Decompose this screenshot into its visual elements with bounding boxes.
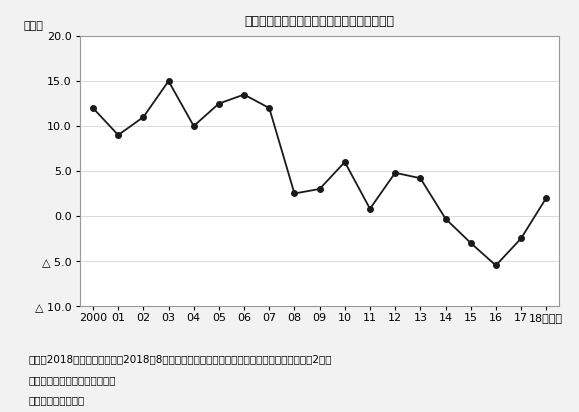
Text: （％）: （％） [23,21,43,31]
Text: （出所）連邦統計局: （出所）連邦統計局 [29,396,85,405]
Title: 図　実質可処分所得の伸び（前年比）の推移: 図 実質可処分所得の伸び（前年比）の推移 [244,15,395,28]
Text: 連続で前年を割り込んでいる。: 連続で前年を割り込んでいる。 [29,375,116,385]
Text: （注）2018年は前年同期比　2018年8月期は前年同期比０．５％減、９月期は０．９％減と2カ月: （注）2018年は前年同期比 2018年8月期は前年同期比０．５％減、９月期は０… [29,354,332,364]
